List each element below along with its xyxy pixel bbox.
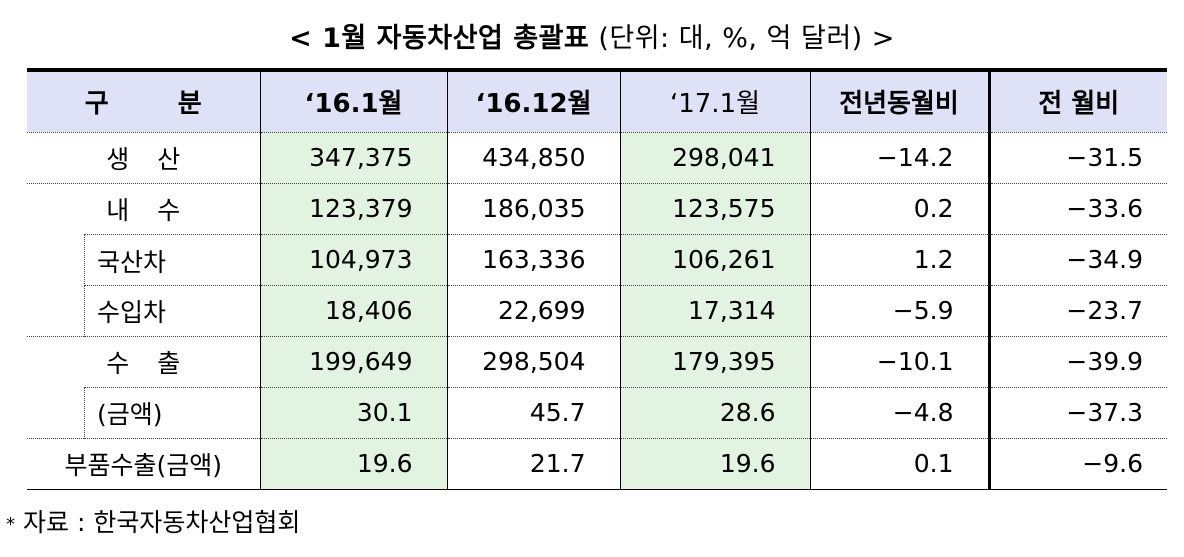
cell-value: −39.9 [987,336,1167,388]
cell-value: 186,035 [446,183,620,235]
title-unit: (단위: 대, %, 억 달러) > [589,23,895,54]
row-label-production: 생 산 [27,132,260,184]
cell-value: 1.2 [809,234,989,286]
header-mom: 전 월비 [987,68,1167,133]
source-text: 자료 : 한국자동차산업협회 [23,508,301,537]
cell-value: 199,649 [259,336,447,388]
cell-value: −23.7 [987,285,1167,337]
header-17-jan: ‘17.1월 [619,68,810,133]
title-main: < 1월 자동차산업 총괄표 [289,23,590,54]
cell-value: 123,575 [619,183,810,235]
source-footnote: * 자료 : 한국자동차산업협회 [6,503,300,539]
cell-value: 19.6 [259,438,447,490]
cell-value: 30.1 [259,387,447,439]
table-row: 생 산 347,375 434,850 298,041 −14.2 −31.5 [27,132,1167,184]
table-row: 내 수 123,379 186,035 123,575 0.2 −33.6 [27,183,1167,235]
row-label-imported: 수입차 [27,285,260,337]
summary-table: 구 분 ‘16.1월 ‘16.12월 ‘17.1월 전년동월비 전 월비 생 산… [27,68,1167,490]
cell-value: −14.2 [809,132,989,184]
table-title: < 1월 자동차산업 총괄표 (단위: 대, %, 억 달러) > [0,16,1184,55]
cell-value: −33.6 [987,183,1167,235]
cell-value: −34.9 [987,234,1167,286]
header-16-dec: ‘16.12월 [446,68,620,133]
cell-value: 21.7 [446,438,620,490]
table-row: 부품수출(금액) 19.6 21.7 19.6 0.1 −9.6 [27,438,1167,490]
cell-value: 28.6 [619,387,810,439]
cell-value: 45.7 [446,387,620,439]
row-label-export: 수 출 [106,348,191,378]
cell-value: 179,395 [619,336,810,388]
row-label-domestic: 내 수 [106,195,191,225]
row-label-text: 수입차 [84,285,260,337]
cell-value: −5.9 [809,285,989,337]
cell-value: 434,850 [446,132,620,184]
row-label-parts-export: 부품수출(금액) [27,438,260,490]
table-row: 수 출 199,649 298,504 179,395 −10.1 −39.9 [27,336,1167,388]
cell-value: 106,261 [619,234,810,286]
row-label-domestic-made: 국산차 [27,234,260,286]
cell-value: 104,973 [259,234,447,286]
cell-value: −10.1 [809,336,989,388]
cell-value: −4.8 [809,387,989,439]
asterisk-icon: * [6,513,15,535]
cell-value: 19.6 [619,438,810,490]
header-row: 구 분 ‘16.1월 ‘16.12월 ‘17.1월 전년동월비 전 월비 [27,68,1167,133]
cell-value: 0.2 [809,183,989,235]
cell-value: 22,699 [446,285,620,337]
cell-value: 163,336 [446,234,620,286]
cell-value: −31.5 [987,132,1167,184]
table-row: 수입차 18,406 22,699 17,314 −5.9 −23.7 [27,285,1167,337]
header-16-jan: ‘16.1월 [259,68,447,133]
cell-value: 17,314 [619,285,810,337]
cell-value: −9.6 [987,438,1167,490]
header-yoy: 전년동월비 [809,68,989,133]
row-label-text: 국산차 [84,234,260,286]
table-row: (금액) 30.1 45.7 28.6 −4.8 −37.3 [27,387,1167,439]
cell-value: 298,041 [619,132,810,184]
header-category: 구 분 [27,68,260,133]
cell-value: 123,379 [259,183,447,235]
table-row: 국산차 104,973 163,336 106,261 1.2 −34.9 [27,234,1167,286]
cell-value: 298,504 [446,336,620,388]
cell-value: 347,375 [259,132,447,184]
cell-value: 0.1 [809,438,989,490]
cell-value: 18,406 [259,285,447,337]
cell-value: −37.3 [987,387,1167,439]
row-label-text: (금액) [84,387,260,439]
row-label-export-amount: (금액) [27,387,260,439]
